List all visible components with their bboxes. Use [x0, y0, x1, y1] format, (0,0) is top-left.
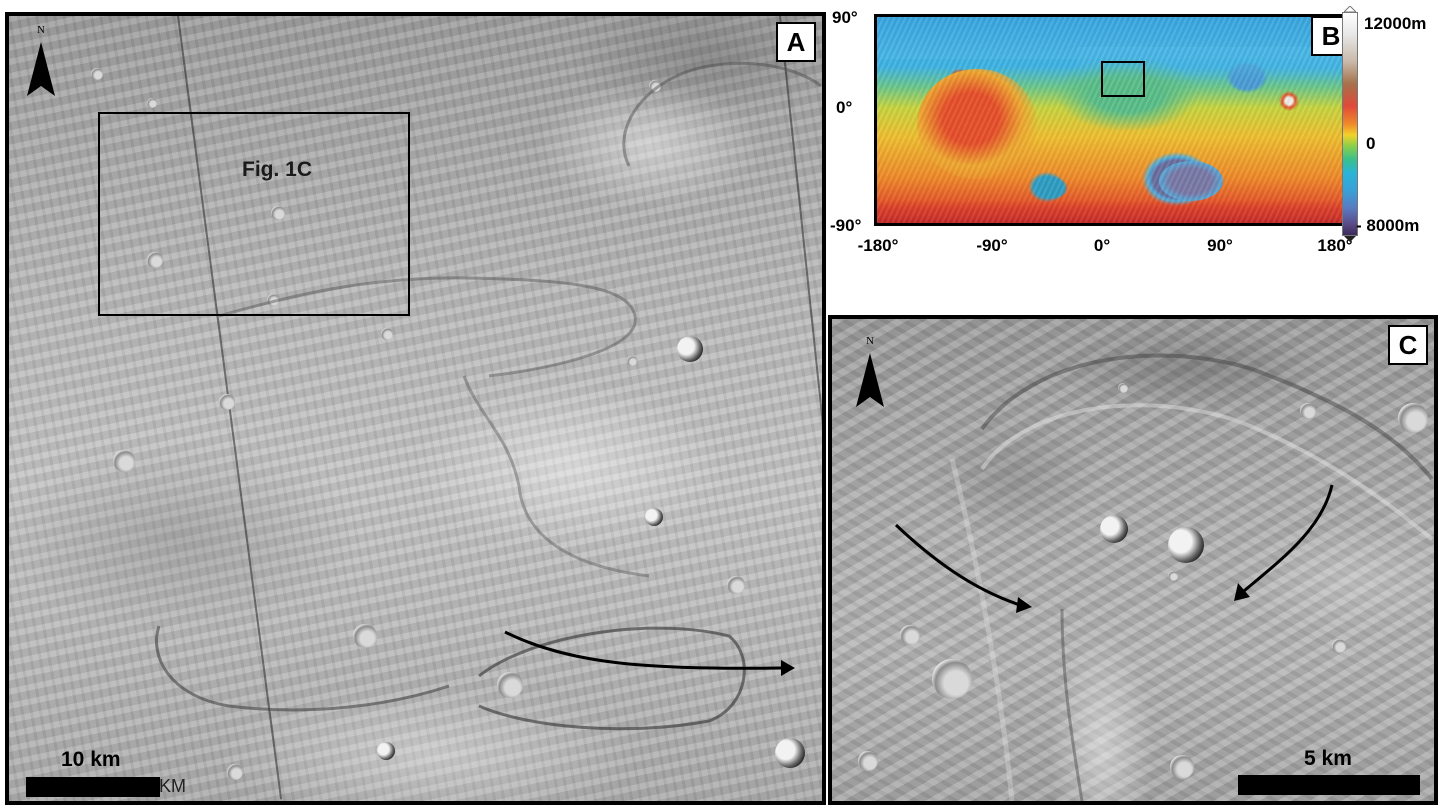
- crater: [1332, 639, 1346, 653]
- crater: [1300, 403, 1316, 419]
- inset-box-fig-1c: Fig. 1C: [98, 112, 410, 316]
- x-tick: 0°: [1093, 236, 1111, 255]
- map-texture: [877, 17, 1349, 223]
- elevation-colorbar: [1342, 12, 1358, 236]
- north-label: N: [37, 24, 45, 36]
- map-south-highlands: [877, 201, 1349, 223]
- north-arrow-icon: [27, 42, 55, 96]
- crater: [227, 764, 243, 780]
- north-label: N: [866, 335, 874, 347]
- colorbar-label-zero: 0: [1366, 134, 1376, 153]
- crater: [858, 751, 878, 771]
- flow-arrow-a: [504, 630, 795, 676]
- terrain-image-c: [832, 319, 1434, 801]
- x-tick: 180°: [1317, 236, 1353, 255]
- map-mid-lowlands: [1077, 47, 1349, 81]
- crater: [932, 659, 972, 699]
- scale-label-a: 10 km: [61, 748, 121, 771]
- knob: [1100, 515, 1128, 543]
- panel-c-image: N C 5 km: [828, 315, 1438, 805]
- knob: [377, 742, 395, 760]
- crater: [1168, 571, 1178, 581]
- colorbar-bottom-tip-icon: [1344, 236, 1356, 242]
- crater: [1118, 383, 1128, 393]
- panel-label-c: C: [1388, 325, 1428, 365]
- crater: [727, 576, 745, 594]
- panel-a-image: Fig. 1C N A KM 10 km: [5, 12, 826, 805]
- knob: [775, 738, 805, 768]
- x-tick: 90°: [1207, 236, 1233, 255]
- y-tick: 0°: [836, 98, 853, 117]
- crater: [353, 624, 377, 648]
- crater: [381, 328, 393, 340]
- colorbar-label-max: 12000m: [1364, 14, 1427, 33]
- crater: [267, 294, 279, 306]
- crater: [497, 672, 523, 698]
- scale-bar-c: [1238, 775, 1420, 795]
- map-argyre: [1037, 177, 1067, 199]
- inset-caption: Fig. 1C: [242, 158, 313, 181]
- colorbar-label-min: - 8000m: [1356, 216, 1420, 235]
- crater: [219, 394, 235, 410]
- crater: [91, 68, 103, 80]
- crater: [147, 98, 157, 108]
- map-tharsis: [917, 69, 1037, 179]
- north-arrow-icon: [856, 353, 884, 407]
- north-arrow-c: N: [854, 335, 886, 413]
- crater: [1398, 403, 1428, 433]
- ridge-outlines-a: [155, 61, 822, 731]
- scale-overprint: KM: [159, 776, 186, 796]
- y-tick: 90°: [832, 8, 858, 27]
- ridge-outlines-c: [949, 353, 1434, 801]
- terrain-image-a: [9, 16, 822, 801]
- x-tick: -90°: [976, 236, 1008, 255]
- knob: [677, 336, 703, 362]
- study-area-box: [1101, 61, 1145, 97]
- crater: [900, 625, 920, 645]
- x-tick: -180°: [857, 236, 899, 255]
- crater: [649, 80, 661, 92]
- y-tick: -90°: [830, 216, 862, 235]
- map-hellas: [1159, 161, 1223, 201]
- crater: [147, 252, 163, 268]
- crater: [271, 206, 285, 220]
- mars-elevation-map: [874, 14, 1352, 226]
- crater: [627, 356, 637, 366]
- scale-label-c: 5 km: [1304, 747, 1352, 770]
- colorbar-top-tip-icon: [1344, 6, 1356, 12]
- panel-b-map: 90° 0° -90° B -180° -90° 0° 90° 180° 120…: [830, 6, 1451, 276]
- knob: [645, 508, 663, 526]
- knob: [1168, 527, 1204, 563]
- panel-label-a: A: [776, 22, 816, 62]
- crater: [113, 450, 135, 472]
- scale-bar-a: [26, 777, 160, 797]
- flow-arrows-c: [894, 484, 1334, 613]
- north-arrow-a: N: [25, 24, 57, 104]
- crater: [1170, 755, 1194, 779]
